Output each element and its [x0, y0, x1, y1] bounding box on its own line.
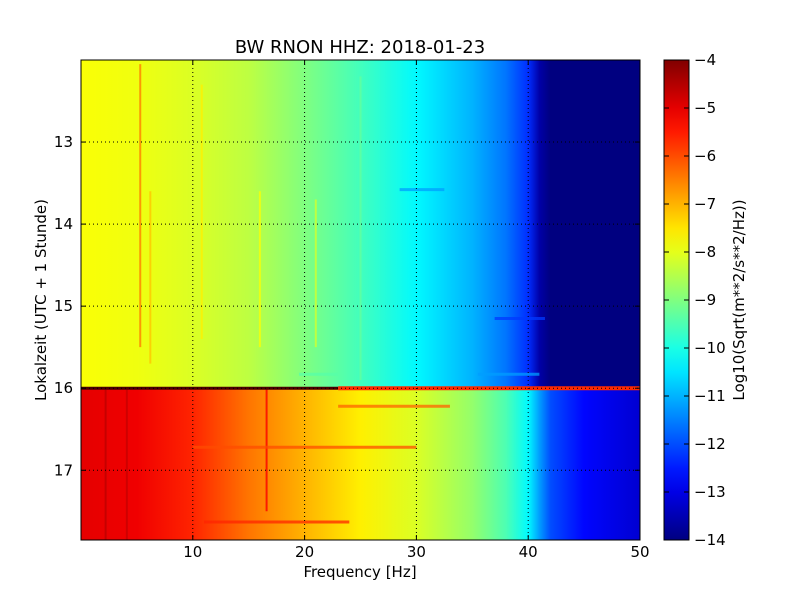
colorbar-tick-label: −6 [694, 147, 716, 165]
y-tick-label: 15 [54, 297, 73, 315]
x-tick-label: 50 [630, 543, 649, 561]
colorbar-label: Log10(Sqrt(m**2/s**2/Hz)) [730, 199, 748, 400]
grid-lines [81, 60, 640, 540]
colorbar-tick-label: −7 [694, 195, 716, 213]
colorbar-tick-label: −13 [694, 483, 726, 501]
x-tick-label: 10 [183, 543, 202, 561]
x-tick-label: 40 [519, 543, 538, 561]
colorbar-tick-label: −8 [694, 243, 716, 261]
y-tick-label: 16 [54, 379, 73, 397]
x-axis-label: Frequency [Hz] [303, 563, 416, 581]
colorbar-tick-label: −4 [694, 51, 716, 69]
y-axis-label: Lokalzeit (UTC + 1 Stunde) [32, 199, 50, 401]
x-tick-label: 20 [295, 543, 314, 561]
colorbar-tick-label: −5 [694, 99, 716, 117]
colorbar-tick-label: −9 [694, 291, 716, 309]
x-tick-label: 30 [407, 543, 426, 561]
spectrogram-after-transition [81, 388, 640, 540]
x-axis: 10 20 30 40 50 [183, 60, 650, 561]
colorbar-tick-label: −10 [694, 339, 726, 357]
chart-title: BW RNON HHZ: 2018-01-23 [235, 37, 485, 58]
colorbar-tick-label: −12 [694, 435, 726, 453]
spectral-line-streaks [104, 64, 545, 540]
y-tick-label: 14 [54, 215, 73, 233]
colorbar: −4 −5 −6 −7 −8 −9 −10 −11 −12 −13 −14 Log10(Sqrt(m… [663, 51, 748, 549]
colorbar-tick-label: −11 [694, 387, 726, 405]
y-tick-label: 13 [54, 133, 73, 151]
y-tick-label: 17 [54, 461, 73, 479]
colorbar-ticks: −4 −5 −6 −7 −8 −9 −10 −11 −12 −13 −14 [664, 51, 726, 549]
y-axis: 13 14 15 16 17 [54, 133, 640, 479]
plot-area [81, 60, 640, 540]
plot-frame [80, 59, 641, 541]
colorbar-tick-label: −14 [694, 531, 726, 549]
